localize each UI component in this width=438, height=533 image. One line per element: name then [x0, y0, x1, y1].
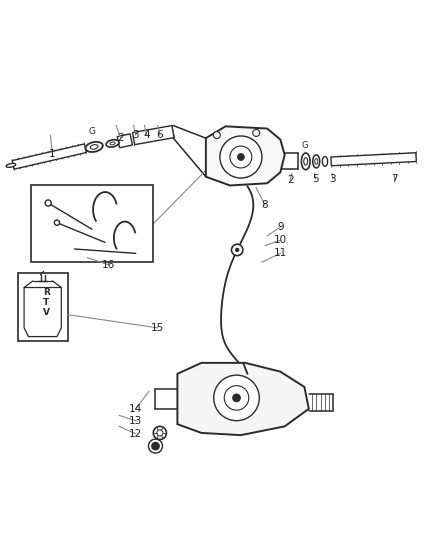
Text: 6: 6 — [156, 130, 163, 140]
Ellipse shape — [314, 158, 318, 164]
Circle shape — [45, 200, 51, 206]
Text: 11: 11 — [274, 248, 287, 259]
Text: 4: 4 — [143, 130, 150, 140]
Text: 2: 2 — [287, 175, 294, 185]
Text: V: V — [43, 308, 49, 317]
Circle shape — [224, 386, 249, 410]
Polygon shape — [133, 126, 174, 144]
Circle shape — [232, 393, 241, 402]
Circle shape — [235, 248, 240, 252]
Polygon shape — [12, 144, 86, 169]
Bar — [18, 273, 68, 341]
Ellipse shape — [6, 163, 16, 167]
Ellipse shape — [85, 142, 103, 152]
Text: 8: 8 — [261, 200, 268, 210]
Text: 15: 15 — [151, 323, 164, 333]
Circle shape — [237, 154, 244, 160]
Text: 3: 3 — [329, 174, 336, 184]
Text: T: T — [43, 298, 49, 307]
Text: 7: 7 — [391, 174, 398, 184]
Text: G: G — [301, 141, 307, 150]
Circle shape — [214, 375, 259, 421]
Text: 10: 10 — [274, 235, 287, 245]
Ellipse shape — [106, 140, 119, 147]
Circle shape — [157, 430, 163, 436]
Text: G: G — [88, 127, 95, 136]
Ellipse shape — [110, 142, 115, 145]
Circle shape — [253, 130, 260, 136]
Polygon shape — [206, 126, 285, 185]
Text: 16: 16 — [102, 260, 115, 270]
Ellipse shape — [90, 144, 98, 149]
Text: R: R — [43, 288, 49, 296]
Text: 9: 9 — [277, 222, 284, 232]
Text: 2: 2 — [117, 133, 124, 143]
Polygon shape — [177, 363, 309, 435]
Circle shape — [151, 442, 160, 450]
Ellipse shape — [301, 153, 310, 169]
Ellipse shape — [313, 155, 320, 168]
Circle shape — [213, 132, 220, 139]
Ellipse shape — [304, 158, 308, 165]
Polygon shape — [24, 287, 61, 336]
Polygon shape — [331, 153, 416, 166]
Polygon shape — [117, 134, 132, 148]
Text: 14: 14 — [129, 404, 142, 414]
Text: 5: 5 — [312, 174, 319, 184]
Ellipse shape — [322, 157, 328, 166]
Circle shape — [220, 136, 262, 178]
Circle shape — [232, 244, 243, 256]
Circle shape — [54, 220, 60, 225]
Text: 12: 12 — [129, 429, 142, 439]
Text: 1: 1 — [49, 149, 56, 159]
Circle shape — [153, 426, 166, 440]
Bar — [31, 185, 153, 262]
Text: 13: 13 — [129, 416, 142, 426]
Circle shape — [230, 146, 252, 168]
Text: 3: 3 — [132, 130, 139, 140]
